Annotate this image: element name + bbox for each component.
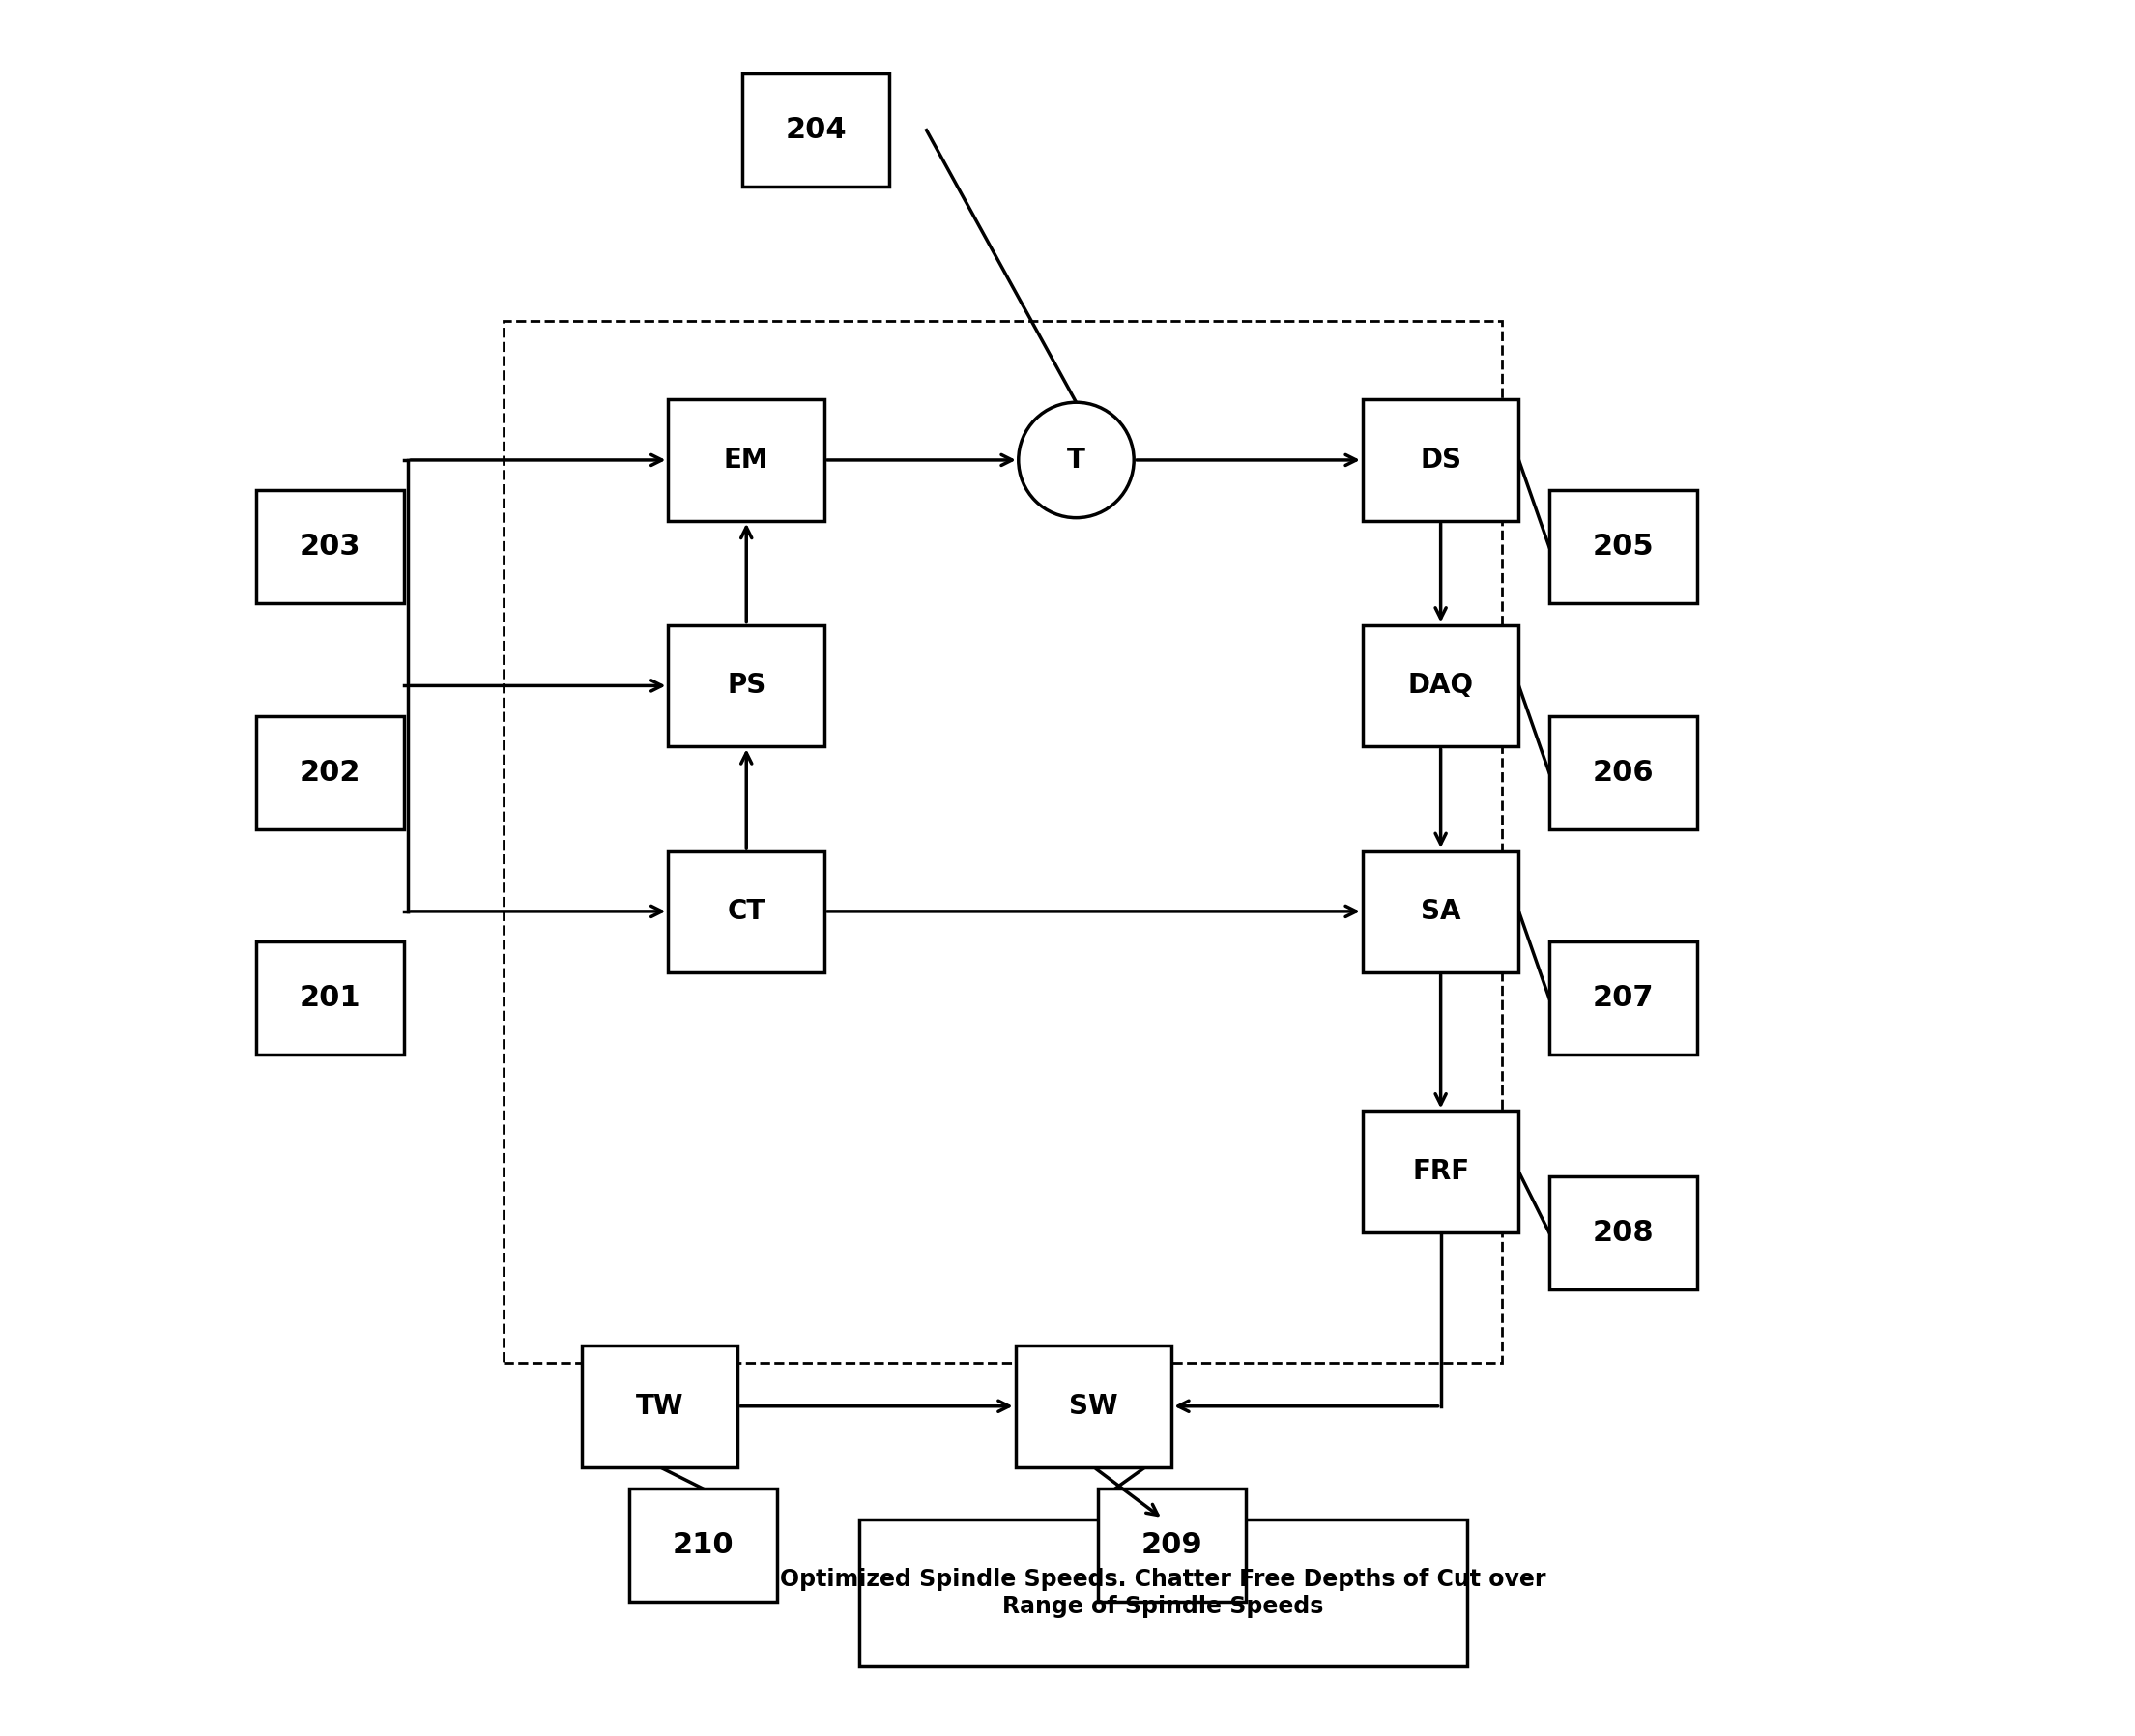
FancyBboxPatch shape [743,73,890,187]
Circle shape [1018,403,1134,517]
FancyBboxPatch shape [1550,1177,1697,1288]
FancyBboxPatch shape [1362,1111,1518,1233]
Text: EM: EM [724,446,769,474]
FancyBboxPatch shape [1550,490,1697,602]
Text: 207: 207 [1593,984,1655,1012]
Text: 208: 208 [1593,1219,1655,1246]
Text: 203: 203 [299,533,361,561]
FancyBboxPatch shape [858,1519,1467,1667]
FancyBboxPatch shape [581,1345,739,1467]
Text: DAQ: DAQ [1407,672,1473,700]
FancyBboxPatch shape [1016,1345,1172,1467]
FancyBboxPatch shape [1362,851,1518,972]
FancyBboxPatch shape [256,490,404,602]
FancyBboxPatch shape [630,1488,777,1601]
Text: 210: 210 [673,1531,734,1559]
Text: SA: SA [1420,898,1460,925]
FancyBboxPatch shape [668,625,824,746]
Text: CT: CT [728,898,764,925]
Text: DS: DS [1420,446,1462,474]
Text: 201: 201 [299,984,361,1012]
Text: 205: 205 [1593,533,1655,561]
Text: PS: PS [726,672,766,700]
Text: Optimized Spindle Speeds. Chatter Free Depths of Cut over
Range of Spindle Speed: Optimized Spindle Speeds. Chatter Free D… [779,1568,1546,1618]
FancyBboxPatch shape [1550,941,1697,1055]
Text: 206: 206 [1593,759,1655,786]
Text: T: T [1068,446,1085,474]
FancyBboxPatch shape [1097,1488,1245,1601]
FancyBboxPatch shape [1550,715,1697,828]
Text: SW: SW [1070,1392,1119,1420]
Text: FRF: FRF [1411,1158,1469,1186]
FancyBboxPatch shape [668,399,824,521]
FancyBboxPatch shape [668,851,824,972]
FancyBboxPatch shape [1362,399,1518,521]
Text: 204: 204 [786,116,848,144]
FancyBboxPatch shape [1362,625,1518,746]
Text: TW: TW [636,1392,683,1420]
Text: 209: 209 [1140,1531,1202,1559]
FancyBboxPatch shape [256,715,404,828]
FancyBboxPatch shape [256,941,404,1055]
Text: 202: 202 [299,759,361,786]
